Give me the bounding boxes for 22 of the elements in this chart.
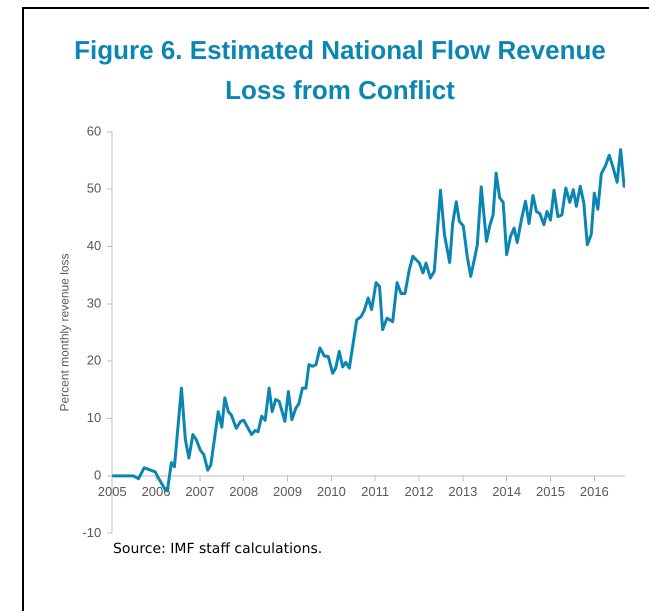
y-tick-label: 10: [86, 410, 102, 426]
y-tick-label: 20: [86, 352, 102, 368]
y-tick-label: 40: [86, 238, 102, 254]
x-tick-label: 2008: [229, 484, 258, 500]
x-tick-label: 2007: [185, 484, 214, 500]
x-tick-label: 2005: [98, 484, 127, 500]
x-tick-label: 2009: [273, 484, 302, 500]
x-tick-label: 2015: [536, 484, 565, 500]
y-tick-label: 0: [94, 467, 102, 482]
x-tick-label: 2011: [361, 484, 390, 500]
chart-title: Figure 6. Estimated National Flow Revenue Loss from Conflict: [73, 34, 607, 107]
x-tick-label: 2014: [492, 484, 522, 500]
x-tick-label: 2012: [404, 484, 434, 500]
y-axis-title: Percent monthly revenue loss: [58, 253, 72, 412]
x-tick-label: 2013: [448, 484, 478, 500]
y-tick-label: 50: [86, 180, 102, 196]
x-tick-label: 2010: [316, 484, 346, 500]
y-tick-label: -10: [82, 524, 102, 540]
y-tick-label: 60: [86, 123, 102, 138]
x-tick-label: 2016: [580, 484, 609, 500]
source-note: Source: IMF staff calculations.: [113, 541, 322, 557]
y-tick-label: 30: [86, 295, 102, 310]
